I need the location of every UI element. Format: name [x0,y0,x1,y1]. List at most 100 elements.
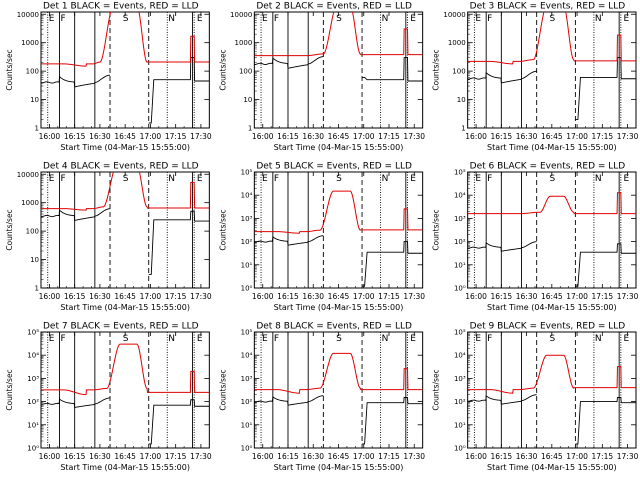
marker-letter: F [61,174,66,184]
events-series-line [254,235,423,287]
y-axis-label: Counts/sec [218,49,227,90]
x-tick-label: 16:00 [465,132,487,141]
marker-letter: F [487,174,492,184]
y-tick-label: 10² [241,238,253,246]
marker-letter: E [49,174,55,184]
x-tick-label: 17:00 [140,132,162,141]
x-axis-label: Start Time (04-Mar-15 15:55:00) [274,143,404,152]
marker-letter: N [595,334,602,344]
y-tick-label: 1000 [448,39,466,47]
panel-det-6: Det 6 BLACK = Events, RED = LLD 16:00 16:1… [432,162,639,313]
marker-letter: E [475,14,481,24]
x-tick-label: 17:15 [592,132,614,141]
x-tick-label: 16:45 [114,292,136,301]
y-tick-label: 10¹ [241,261,253,269]
x-tick-label: 17:30 [617,292,639,301]
marker-letter: N [595,14,602,24]
panel-det-5: Det 5 BLACK = Events, RED = LLD 16:00 16:1… [218,162,425,313]
y-tick-label: 1000 [21,199,39,207]
x-tick-label: 17:15 [592,452,614,461]
x-tick-label: 16:30 [302,452,324,461]
x-tick-label: 16:30 [516,132,538,141]
plot-frame [40,171,210,289]
events-series-line [467,394,636,445]
lld-series-line [254,190,423,234]
y-axis-label: Counts/sec [5,49,14,90]
marker-letter: E [262,174,268,184]
y-tick-label: 1 [461,125,465,133]
y-tick-label: 10⁴ [241,352,253,360]
x-tick-label: 16:15 [64,292,86,301]
x-tick-label: 17:15 [378,292,400,301]
panel-title: Det 7 BLACK = Events, RED = LLD [43,322,199,332]
x-tick-label: 16:00 [252,452,274,461]
x-tick-label: 16:30 [302,132,324,141]
x-tick-label: 16:00 [465,452,487,461]
marker-letter: E [475,174,481,184]
y-axis-label: Counts/sec [218,209,227,250]
lld-series-line [41,343,210,396]
panel-det-9: Det 9 BLACK = Events, RED = LLD 16:00 16:1… [432,322,639,473]
events-series-line [41,57,210,124]
plot-frame [467,11,637,129]
marker-letter: E [197,334,203,344]
x-tick-label: 16:15 [64,452,86,461]
panel-title: Det 1 BLACK = Events, RED = LLD [43,2,199,12]
x-tick-label: 17:15 [378,132,400,141]
y-tick-label: 10⁰ [454,285,466,293]
marker-letter: E [197,14,203,24]
y-axis-label: Counts/sec [5,209,14,250]
lld-series-line [467,192,636,215]
marker-letter: S [123,334,129,344]
y-tick-label: 10000 [230,11,252,19]
y-tick-label: 10⁵ [241,169,253,177]
x-tick-label: 16:15 [277,292,299,301]
y-tick-label: 100 [239,68,252,76]
marker-letter: F [487,14,492,24]
x-tick-label: 16:15 [277,132,299,141]
plot-frame [40,11,210,129]
marker-letter: F [487,334,492,344]
events-series-line [41,397,210,445]
marker-letter: E [410,14,416,24]
panel-title: Det 3 BLACK = Events, RED = LLD [470,2,626,12]
panel-det-1: Det 1 BLACK = Events, RED = LLD 16:00 16:1… [5,2,212,153]
x-tick-label: 16:45 [114,132,136,141]
x-tick-label: 17:30 [190,292,212,301]
panel-det-3: Det 3 BLACK = Events, RED = LLD 16:00 16:1… [432,2,639,153]
y-tick-label: 1 [35,285,39,293]
x-tick-label: 17:30 [403,452,425,461]
x-tick-label: 16:45 [328,132,350,141]
y-tick-label: 10 [243,96,252,104]
x-tick-label: 16:00 [465,292,487,301]
marker-letter: E [49,334,55,344]
y-axis-label: Counts/sec [432,49,441,90]
x-tick-label: 17:30 [403,292,425,301]
events-series-line [41,208,210,275]
marker-letter: E [262,14,268,24]
marker-letter: N [595,174,602,184]
lld-series-line [254,12,423,57]
y-tick-label: 10⁵ [454,169,466,177]
x-tick-label: 17:00 [140,452,162,461]
lld-series-line [467,12,636,65]
x-tick-label: 16:30 [89,292,111,301]
x-axis-label: Start Time (04-Mar-15 15:55:00) [60,143,190,152]
x-tick-label: 17:00 [140,292,162,301]
marker-letter: E [624,14,630,24]
x-tick-label: 17:15 [165,132,187,141]
x-tick-label: 16:45 [114,452,136,461]
y-tick-label: 10³ [27,375,39,383]
y-tick-label: 10³ [241,215,253,223]
lld-series-line [254,352,423,394]
x-tick-label: 16:30 [89,132,111,141]
plot-frame [467,171,637,289]
y-tick-label: 1000 [21,39,39,47]
x-tick-label: 17:00 [566,452,588,461]
x-tick-label: 16:15 [491,132,513,141]
y-tick-label: 10³ [454,375,466,383]
